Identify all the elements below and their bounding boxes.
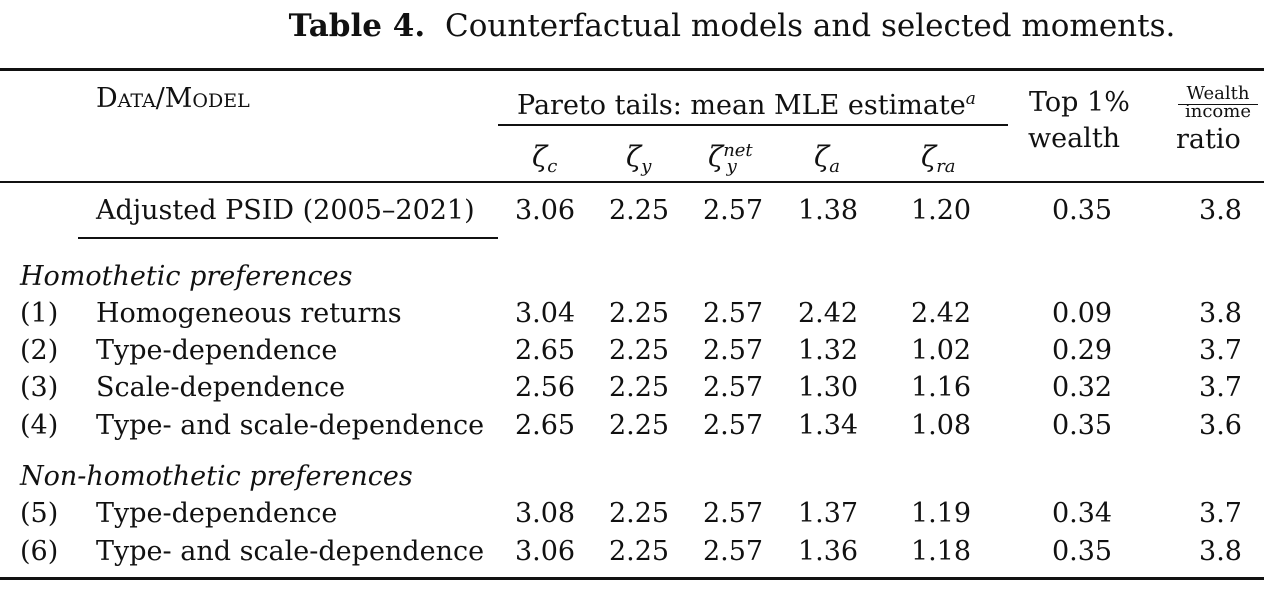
row-label: Type- and scale-dependence [96,410,485,441]
header-zeta-a: ζa [814,140,840,177]
top-rule [0,68,1264,71]
data-row-underline [78,237,498,239]
section-title: Homothetic preferences [20,261,353,292]
row-value: 2.65 [514,410,576,441]
row-index: (6) [20,536,59,567]
row-value: 2.57 [702,372,764,403]
row-value: 2.56 [514,372,576,403]
header-zeta-y-net: ζnety [708,140,753,177]
row-value: 2.25 [608,410,670,441]
row-label: Type- and scale-dependence [96,536,485,567]
data-row-value: 3.06 [514,195,576,226]
ratio-numerator: Wealth [1178,84,1258,105]
row-value: 2.25 [608,372,670,403]
data-row-value: 3.8 [1199,195,1242,226]
table-caption: Table 4. Counterfactual models and selec… [0,8,1264,44]
data-row-value: 1.20 [910,195,972,226]
header-ratio-fraction: Wealth income [1178,84,1258,122]
row-value: 1.32 [797,335,859,366]
table-title: Counterfactual models and selected momen… [445,8,1176,44]
row-index: (1) [20,298,59,329]
row-value: 3.6 [1199,410,1242,441]
row-value: 2.25 [608,335,670,366]
row-value: 2.42 [910,298,972,329]
row-value: 2.57 [702,298,764,329]
row-value: 2.57 [702,410,764,441]
header-data-model: Data/Model [96,83,250,114]
row-value: 2.25 [608,536,670,567]
row-value: 2.57 [702,536,764,567]
row-value: 1.19 [910,498,972,529]
row-value: 2.57 [702,498,764,529]
row-value: 3.8 [1199,536,1242,567]
row-value: 2.65 [514,335,576,366]
row-value: 3.7 [1199,498,1242,529]
pareto-group-rule [498,124,1008,126]
data-row-value: 2.25 [608,195,670,226]
row-label: Scale-dependence [96,372,346,403]
row-value: 1.34 [797,410,859,441]
row-index: (4) [20,410,59,441]
row-value: 3.8 [1199,298,1242,329]
row-value: 1.02 [910,335,972,366]
row-value: 0.29 [1051,335,1113,366]
bottom-rule [0,577,1264,580]
header-ratio-word: ratio [1176,124,1241,155]
section-title: Non-homothetic preferences [20,461,413,492]
row-index: (5) [20,498,59,529]
ratio-denominator: income [1185,101,1251,122]
header-top1-line2: wealth [1028,123,1121,154]
row-value: 1.16 [910,372,972,403]
header-zeta-c: ζc [532,140,558,177]
row-label: Type-dependence [96,335,338,366]
row-value: 2.42 [797,298,859,329]
row-value: 1.08 [910,410,972,441]
header-top1-line1: Top 1% [1029,87,1130,118]
row-value: 2.57 [702,335,764,366]
row-value: 3.04 [514,298,576,329]
header-zeta-y: ζy [626,140,652,177]
header-bottom-rule [0,181,1264,183]
header-pareto-group: Pareto tails: mean MLE estimatea [517,89,976,121]
row-label: Type-dependence [96,498,338,529]
row-value: 3.7 [1199,372,1242,403]
row-value: 2.25 [608,498,670,529]
row-value: 0.32 [1051,372,1113,403]
row-value: 3.7 [1199,335,1242,366]
header-zeta-ra: ζra [921,140,956,177]
row-value: 0.35 [1051,536,1113,567]
data-row-value: 1.38 [797,195,859,226]
row-value: 0.09 [1051,298,1113,329]
row-value: 1.30 [797,372,859,403]
row-label: Homogeneous returns [96,298,402,329]
row-value: 2.25 [608,298,670,329]
row-value: 1.37 [797,498,859,529]
row-value: 1.18 [910,536,972,567]
row-value: 3.06 [514,536,576,567]
data-row-label: Adjusted PSID (2005–2021) [96,195,475,226]
row-value: 3.08 [514,498,576,529]
table-label: Table 4. [288,8,426,44]
row-value: 1.36 [797,536,859,567]
row-index: (2) [20,335,59,366]
data-row-value: 2.57 [702,195,764,226]
footnote-marker: a [965,89,976,109]
data-row-value: 0.35 [1051,195,1113,226]
row-index: (3) [20,372,59,403]
row-value: 0.34 [1051,498,1113,529]
row-value: 0.35 [1051,410,1113,441]
